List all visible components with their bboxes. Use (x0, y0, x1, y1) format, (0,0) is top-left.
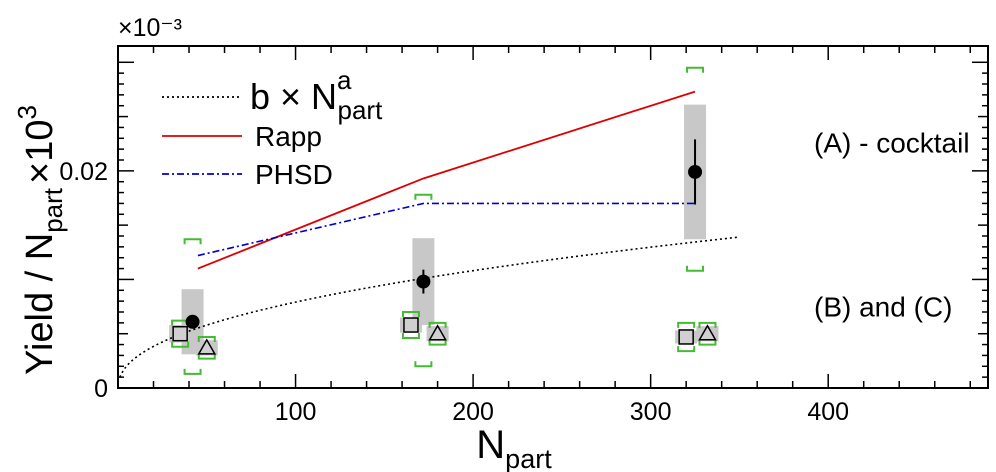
model-bracket-top-B (401, 311, 420, 317)
model-bracket-top-A (686, 66, 705, 73)
sys-error-bands (169, 104, 719, 356)
x-tick-label: 400 (807, 398, 849, 426)
y-tick-label: 0.02 (59, 158, 108, 186)
model-bracket-bottom-B (677, 346, 696, 353)
model-bracket-bottom-A (183, 368, 202, 375)
legend-label-phsd: PHSD (255, 159, 333, 190)
model-bracket-top-A (414, 193, 433, 200)
point-C (428, 324, 447, 341)
point-C (197, 338, 217, 355)
model-bracket-bottom-B (401, 333, 420, 340)
model-bracket-bottom-A (686, 265, 705, 272)
point-A (688, 164, 703, 179)
data-points (172, 139, 717, 355)
y-axis-title-sup: 3 (12, 105, 42, 119)
curve-phsd (197, 202, 696, 257)
x-axis-title-main: N (476, 423, 505, 467)
model-bracket-bottom-C (428, 339, 447, 346)
y-exponent-label: ×10⁻³ (118, 14, 182, 42)
legend-label-fit-main: b × N (250, 76, 337, 117)
legend-label-fit: b × Na part (250, 65, 383, 125)
annotation-1: (A) - cocktail (814, 127, 970, 158)
model-bracket-top-C (698, 321, 717, 328)
point-B (403, 317, 419, 333)
y-axis-title: Yield / Npart ×103 (12, 105, 68, 375)
x-tick-label: 200 (452, 398, 494, 426)
annotations: (A) - cocktail (B) and (C) (814, 127, 970, 322)
y-axis-title-main: Yield / N (19, 233, 61, 375)
point-A (416, 274, 431, 289)
point-A (185, 314, 200, 329)
legend-label-fit-sub: part (338, 95, 384, 125)
point-C (698, 324, 717, 341)
point-B (172, 325, 188, 342)
x-axis-title: Npart (476, 423, 552, 472)
model-bracket-top-B (677, 321, 696, 328)
annotation-2: (B) and (C) (814, 291, 952, 322)
y-axis-title-sub: part (38, 187, 68, 233)
legend-label-rapp: Rapp (255, 121, 322, 152)
model-bracket-bottom-C (698, 339, 717, 346)
plot-frame (117, 45, 989, 389)
model-bracket-top-C (428, 321, 447, 328)
model-bracket-top-C (197, 335, 216, 342)
x-tick-label: 300 (630, 398, 672, 426)
model-bracket-bottom-B (171, 341, 190, 348)
x-tick-label: 100 (275, 398, 317, 426)
y-tick-label: 0 (94, 375, 108, 403)
legend-label-fit-sup: a (337, 65, 352, 95)
model-bracket-bottom-C (197, 353, 216, 360)
x-axis-title-sub: part (505, 444, 552, 472)
model-bracket-bottom-A (414, 361, 433, 368)
y-axis-title-suffix: ×10 (19, 119, 61, 183)
point-B (678, 329, 694, 345)
model-bracket-top-A (183, 238, 202, 245)
